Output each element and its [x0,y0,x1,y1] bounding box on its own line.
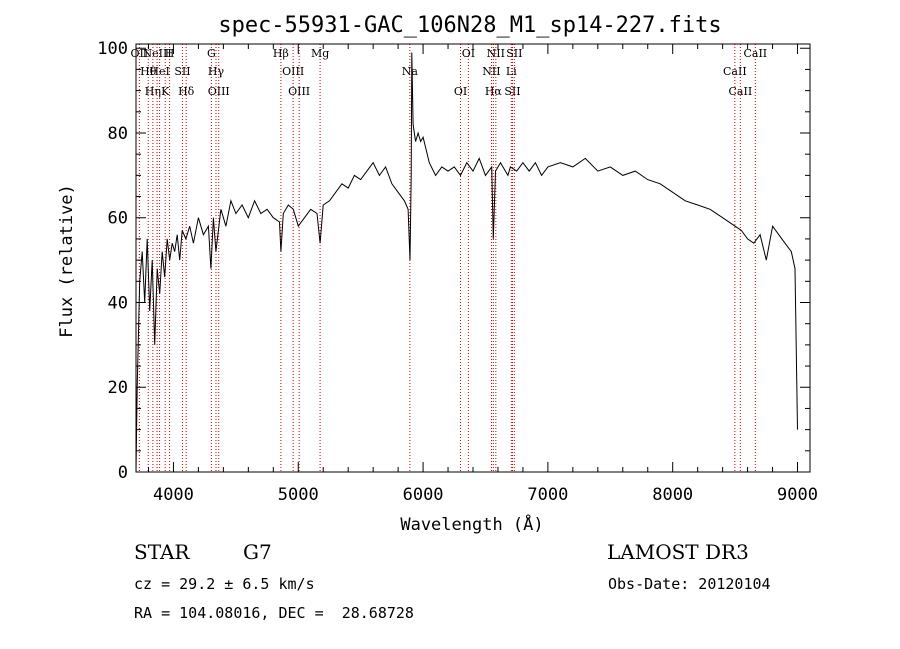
spectral-line-label: OIII [282,65,304,78]
spectral-line-label: OIII [208,85,230,98]
spectral-line-label: SII [506,47,522,60]
x-tick-label: 5000 [278,485,319,505]
spectral-line-label: Hβ [273,47,289,60]
spectral-line-label: OIII [288,85,310,98]
spectral-line-label: Li [506,65,517,78]
y-tick-label: 40 [108,293,128,313]
spectral-line-label: CaII [729,85,753,98]
spectral-line-label: NII [482,65,500,78]
spectral-line-label: HeI [149,65,169,78]
spectral-line-label: Hγ [208,65,225,78]
spectral-line-markers [138,44,756,472]
plot-frame [135,43,811,473]
spectrum-line [135,52,798,473]
spectral-line-label: Na [402,65,419,78]
axis-ticks: 4000 5000 6000 7000 8000 9000 0 20 40 60 80 100 [97,39,818,505]
spectral-line-label: Hα [485,85,503,98]
x-tick-label: 7000 [527,485,568,505]
object-class: STAR [134,540,190,564]
x-tick-label: 9000 [777,485,818,505]
y-tick-label: 80 [108,124,128,144]
spectral-line-labels: OII Hθ Hη NeIII HeI K H SII Hδ G Hγ OIII Hβ OIII OIII M… [131,47,768,98]
spectral-line-label: Mg [311,47,329,60]
spectral-line-label: H [165,47,175,60]
spectral-line-label: OI [454,85,467,98]
spectrum-series [135,52,798,473]
spectral-line-label: Hθ [140,65,157,78]
object-subclass: G7 [243,540,272,564]
spectral-line-label: NII [487,47,505,60]
y-tick-label: 20 [108,378,128,398]
chart-title: spec-55931-GAC_106N28_M1_sp14-227.fits [218,13,721,38]
spectral-line-label: K [161,85,170,98]
y-axis-label: Flux (relative) [57,184,77,338]
redshift-text: cz = 29.2 ± 6.5 km/s [134,575,315,593]
spectral-line-label: CaII [743,47,767,60]
spectral-line-label: G [207,47,216,60]
spectral-line-label: NeIII [143,47,172,60]
spectral-line-label: Hδ [178,85,195,98]
y-tick-label: 60 [108,209,128,229]
spectral-line-label: SII [504,85,520,98]
spectral-line-label: OI [462,47,475,60]
spectral-line-label: SII [174,65,190,78]
survey-name: LAMOST DR3 [607,540,749,564]
x-tick-label: 6000 [403,485,444,505]
spectral-line-label: OII [131,47,149,60]
y-tick-label: 100 [97,39,128,59]
spectral-line-label: Hη [145,85,161,98]
x-axis-label: Wavelength (Å) [400,513,543,535]
y-tick-label: 0 [118,463,128,483]
x-tick-label: 4000 [153,485,194,505]
obs-date: Obs-Date: 20120104 [608,575,771,593]
spectral-line-label: CaII [723,65,747,78]
coordinates: RA = 104.08016, DEC = 28.68728 [134,604,414,622]
x-tick-label: 8000 [652,485,693,505]
